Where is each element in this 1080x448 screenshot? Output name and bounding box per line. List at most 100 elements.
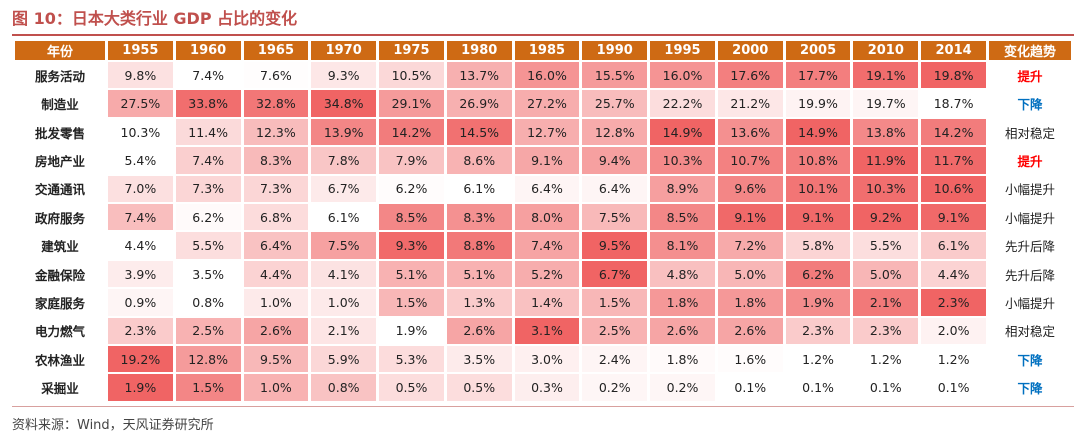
value-cell: 0.1% (921, 374, 986, 401)
table-row: 电力燃气 2.3% 2.5% 2.6% 2.1% 1.9% 2.6% 3.1% 2.5% 2.6%… (15, 317, 1071, 345)
value-cell: 19.8% (921, 62, 986, 89)
value-cell: 0.3% (514, 374, 580, 401)
trend-cell: 相对稳定 (989, 317, 1071, 345)
row-label: 采掘业 (15, 374, 105, 401)
value-cell: 6.1% (446, 175, 512, 203)
header-cell: 1970 (311, 41, 377, 60)
value-cell: 2.1% (853, 289, 919, 316)
trend-cell: 小幅提升 (989, 175, 1071, 203)
value-cell: 32.8% (243, 90, 309, 117)
value-cell: 8.3% (243, 147, 309, 174)
value-cell: 5.0% (717, 260, 783, 288)
value-cell: 0.1% (853, 374, 919, 401)
value-cell: 9.3% (379, 232, 444, 259)
value-cell: 1.4% (514, 289, 580, 316)
value-cell: 7.5% (311, 232, 377, 259)
value-cell: 10.1% (785, 175, 851, 203)
value-cell: 2.6% (243, 317, 309, 345)
value-cell: 2.6% (717, 317, 783, 345)
value-cell: 0.9% (108, 289, 173, 316)
header-cell: 2000 (717, 41, 783, 60)
value-cell: 9.6% (717, 175, 783, 203)
value-cell: 6.4% (243, 232, 309, 259)
value-cell: 9.4% (582, 147, 648, 174)
row-label: 房地产业 (15, 147, 105, 174)
value-cell: 2.3% (853, 317, 919, 345)
value-cell: 6.7% (311, 175, 377, 203)
value-cell: 0.8% (311, 374, 377, 401)
row-label: 电力燃气 (15, 317, 105, 345)
value-cell: 8.9% (650, 175, 715, 203)
value-cell: 8.1% (650, 232, 715, 259)
value-cell: 1.9% (785, 289, 851, 316)
value-cell: 1.8% (717, 289, 783, 316)
value-cell: 1.8% (650, 346, 715, 373)
value-cell: 2.1% (311, 317, 377, 345)
value-cell: 4.8% (650, 260, 715, 288)
value-cell: 18.7% (921, 90, 986, 117)
value-cell: 9.1% (921, 204, 986, 231)
value-cell: 2.5% (582, 317, 648, 345)
value-cell: 7.0% (108, 175, 173, 203)
header-cell: 1960 (175, 41, 241, 60)
value-cell: 2.3% (921, 289, 986, 316)
value-cell: 11.9% (853, 147, 919, 174)
row-label: 服务活动 (15, 62, 105, 89)
value-cell: 26.9% (446, 90, 512, 117)
value-cell: 2.3% (785, 317, 851, 345)
value-cell: 13.6% (717, 118, 783, 146)
table-row: 服务活动 9.8% 7.4% 7.6% 9.3% 10.5% 13.7% 16.0% 15.5%… (15, 62, 1071, 89)
value-cell: 12.8% (582, 118, 648, 146)
value-cell: 11.7% (921, 147, 986, 174)
value-cell: 8.0% (514, 204, 580, 231)
value-cell: 10.6% (921, 175, 986, 203)
value-cell: 10.3% (650, 147, 715, 174)
value-cell: 12.7% (514, 118, 580, 146)
value-cell: 8.5% (379, 204, 444, 231)
value-cell: 15.5% (582, 62, 648, 89)
header-cell: 变化趋势 (989, 41, 1071, 60)
figure-title: 图 10：日本大类行业 GDP 占比的变化 (12, 9, 298, 28)
value-cell: 0.5% (379, 374, 444, 401)
value-cell: 33.8% (175, 90, 241, 117)
source-note: 资料来源：Wind，天风证券研究所 (12, 418, 214, 433)
header-cell: 1955 (108, 41, 173, 60)
value-cell: 6.4% (582, 175, 648, 203)
value-cell: 12.3% (243, 118, 309, 146)
value-cell: 9.2% (853, 204, 919, 231)
table-row: 交通通讯 7.0% 7.3% 7.3% 6.7% 6.2% 6.1% 6.4% 6.4% 8.9%… (15, 175, 1071, 203)
trend-cell: 先升后降 (989, 260, 1071, 288)
value-cell: 34.8% (311, 90, 377, 117)
value-cell: 7.4% (175, 147, 241, 174)
value-cell: 1.0% (311, 289, 377, 316)
value-cell: 7.9% (379, 147, 444, 174)
header-cell: 1995 (650, 41, 715, 60)
value-cell: 7.4% (175, 62, 241, 89)
value-cell: 16.0% (650, 62, 715, 89)
value-cell: 2.4% (582, 346, 648, 373)
value-cell: 0.2% (650, 374, 715, 401)
value-cell: 7.3% (243, 175, 309, 203)
table-row: 批发零售 10.3% 11.4% 12.3% 13.9% 14.2% 14.5% 12.7% 1… (15, 118, 1071, 146)
table-body: 服务活动 9.8% 7.4% 7.6% 9.3% 10.5% 13.7% 16.0% 15.5%… (15, 62, 1071, 401)
value-cell: 6.2% (785, 260, 851, 288)
value-cell: 6.7% (582, 260, 648, 288)
value-cell: 19.2% (108, 346, 173, 373)
value-cell: 19.1% (853, 62, 919, 89)
value-cell: 8.5% (650, 204, 715, 231)
trend-cell: 小幅提升 (989, 289, 1071, 316)
value-cell: 9.5% (582, 232, 648, 259)
value-cell: 7.2% (717, 232, 783, 259)
header-cell: 1965 (243, 41, 309, 60)
value-cell: 14.9% (650, 118, 715, 146)
trend-cell: 提升 (989, 62, 1071, 89)
value-cell: 13.8% (853, 118, 919, 146)
row-label: 家庭服务 (15, 289, 105, 316)
value-cell: 7.6% (243, 62, 309, 89)
value-cell: 14.2% (379, 118, 444, 146)
value-cell: 3.5% (446, 346, 512, 373)
row-label: 政府服务 (15, 204, 105, 231)
trend-cell: 先升后降 (989, 232, 1071, 259)
value-cell: 7.3% (175, 175, 241, 203)
value-cell: 5.9% (311, 346, 377, 373)
